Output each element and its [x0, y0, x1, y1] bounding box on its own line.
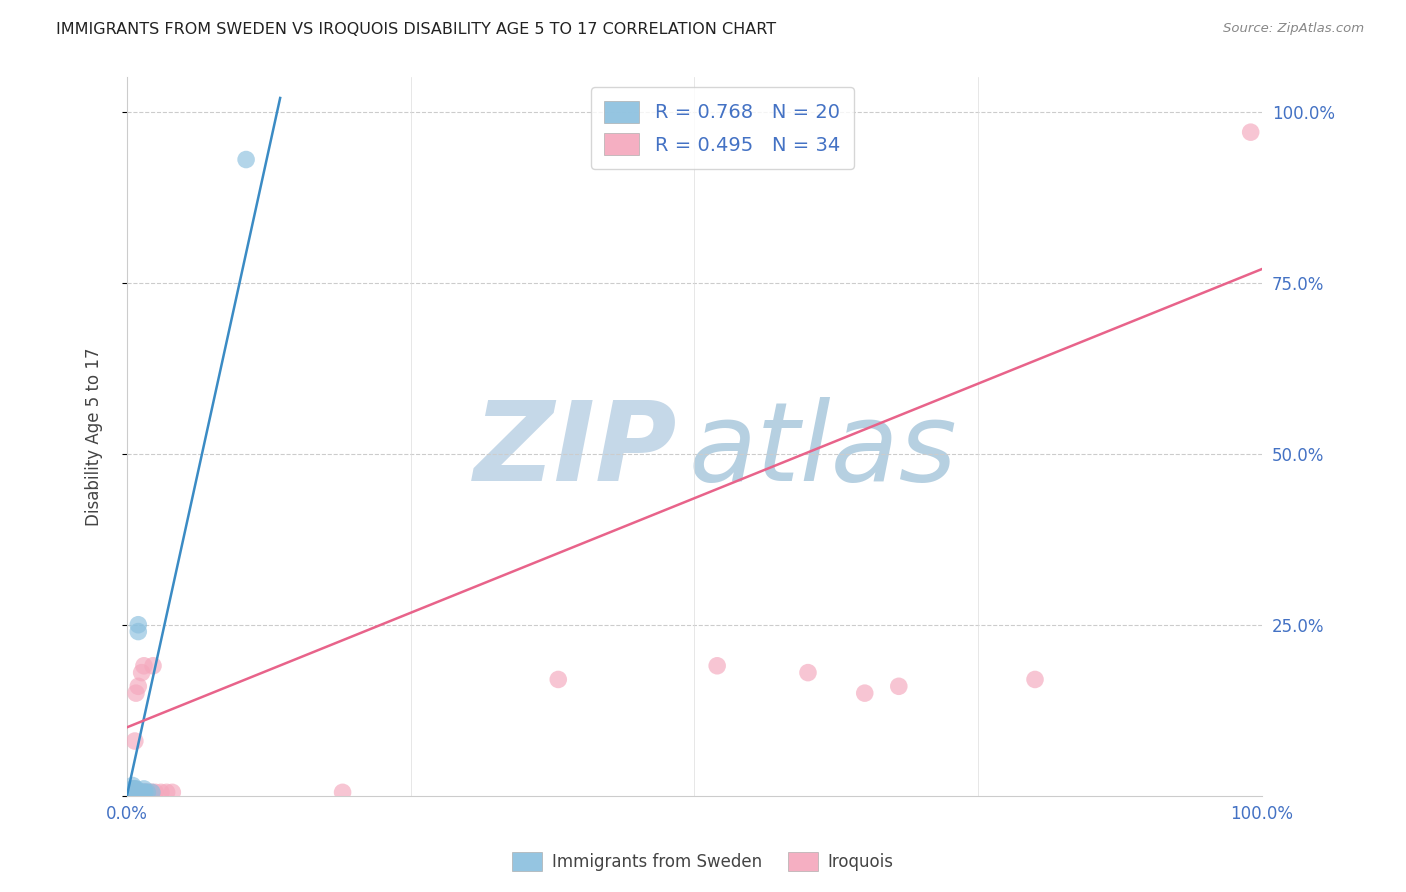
Point	[122, 785, 145, 799]
Point	[136, 785, 159, 799]
Point	[124, 781, 146, 796]
Point	[887, 679, 910, 693]
Point	[332, 785, 354, 799]
Point	[1240, 125, 1263, 139]
Point	[141, 785, 163, 799]
Point	[1024, 673, 1046, 687]
Point	[547, 673, 569, 687]
Point	[129, 785, 152, 799]
Point	[127, 624, 149, 639]
Point	[132, 785, 155, 799]
Point	[149, 785, 172, 799]
Point	[162, 785, 184, 799]
Y-axis label: Disability Age 5 to 17: Disability Age 5 to 17	[86, 347, 103, 526]
Point	[127, 617, 149, 632]
Point	[127, 679, 149, 693]
Point	[125, 781, 148, 796]
Point	[120, 785, 142, 799]
Point	[121, 781, 143, 796]
Point	[706, 658, 728, 673]
Point	[124, 785, 146, 799]
Point	[125, 686, 148, 700]
Point	[121, 785, 143, 799]
Point	[132, 658, 155, 673]
Point	[131, 665, 153, 680]
Point	[124, 734, 146, 748]
Point	[136, 785, 159, 799]
Point	[121, 779, 143, 793]
Point	[127, 785, 149, 799]
Point	[125, 785, 148, 799]
Point	[853, 686, 876, 700]
Text: Source: ZipAtlas.com: Source: ZipAtlas.com	[1223, 22, 1364, 36]
Point	[122, 781, 145, 796]
Point	[134, 785, 156, 799]
Point	[127, 785, 149, 799]
Point	[141, 785, 163, 799]
Text: atlas: atlas	[689, 398, 957, 505]
Point	[797, 665, 820, 680]
Text: ZIP: ZIP	[474, 398, 678, 505]
Point	[142, 658, 165, 673]
Point	[135, 785, 157, 799]
Point	[121, 785, 143, 799]
Point	[138, 785, 160, 799]
Point	[143, 785, 166, 799]
Point	[132, 781, 155, 796]
Point	[134, 785, 156, 799]
Point	[122, 781, 145, 796]
Text: IMMIGRANTS FROM SWEDEN VS IROQUOIS DISABILITY AGE 5 TO 17 CORRELATION CHART: IMMIGRANTS FROM SWEDEN VS IROQUOIS DISAB…	[56, 22, 776, 37]
Point	[132, 785, 155, 799]
Point	[122, 785, 145, 799]
Point	[124, 785, 146, 799]
Legend: R = 0.768   N = 20, R = 0.495   N = 34: R = 0.768 N = 20, R = 0.495 N = 34	[591, 87, 853, 169]
Point	[118, 785, 141, 799]
Point	[131, 785, 153, 799]
Point	[128, 785, 150, 799]
Point	[120, 785, 142, 799]
Point	[235, 153, 257, 167]
Point	[129, 785, 152, 799]
Legend: Immigrants from Sweden, Iroquois: Immigrants from Sweden, Iroquois	[505, 843, 901, 880]
Point	[156, 785, 179, 799]
